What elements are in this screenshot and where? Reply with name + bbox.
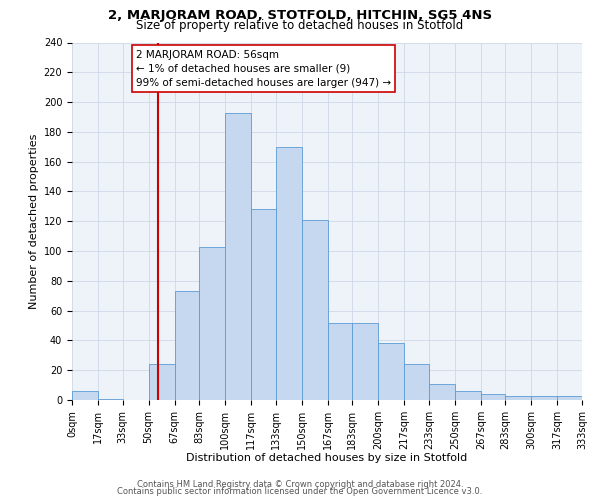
- Bar: [275, 147, 302, 400]
- Bar: [352, 322, 379, 400]
- Text: 2 MARJORAM ROAD: 56sqm
← 1% of detached houses are smaller (9)
99% of semi-detac: 2 MARJORAM ROAD: 56sqm ← 1% of detached …: [136, 50, 391, 88]
- Bar: [481, 394, 505, 400]
- Bar: [404, 364, 429, 400]
- Bar: [149, 364, 175, 400]
- Bar: [225, 112, 251, 400]
- Bar: [175, 292, 199, 400]
- Bar: [251, 210, 275, 400]
- Y-axis label: Number of detached properties: Number of detached properties: [29, 134, 40, 309]
- Text: Size of property relative to detached houses in Stotfold: Size of property relative to detached ho…: [136, 19, 464, 32]
- Bar: [379, 344, 404, 400]
- Text: 2, MARJORAM ROAD, STOTFOLD, HITCHIN, SG5 4NS: 2, MARJORAM ROAD, STOTFOLD, HITCHIN, SG5…: [108, 9, 492, 22]
- Bar: [557, 396, 582, 400]
- Bar: [505, 396, 532, 400]
- Bar: [532, 396, 557, 400]
- Bar: [72, 391, 98, 400]
- Text: Contains HM Land Registry data © Crown copyright and database right 2024.: Contains HM Land Registry data © Crown c…: [137, 480, 463, 489]
- Bar: [328, 322, 352, 400]
- Bar: [302, 220, 328, 400]
- X-axis label: Distribution of detached houses by size in Stotfold: Distribution of detached houses by size …: [187, 454, 467, 464]
- Bar: [98, 398, 122, 400]
- Bar: [455, 391, 481, 400]
- Bar: [199, 246, 225, 400]
- Text: Contains public sector information licensed under the Open Government Licence v3: Contains public sector information licen…: [118, 487, 482, 496]
- Bar: [429, 384, 455, 400]
